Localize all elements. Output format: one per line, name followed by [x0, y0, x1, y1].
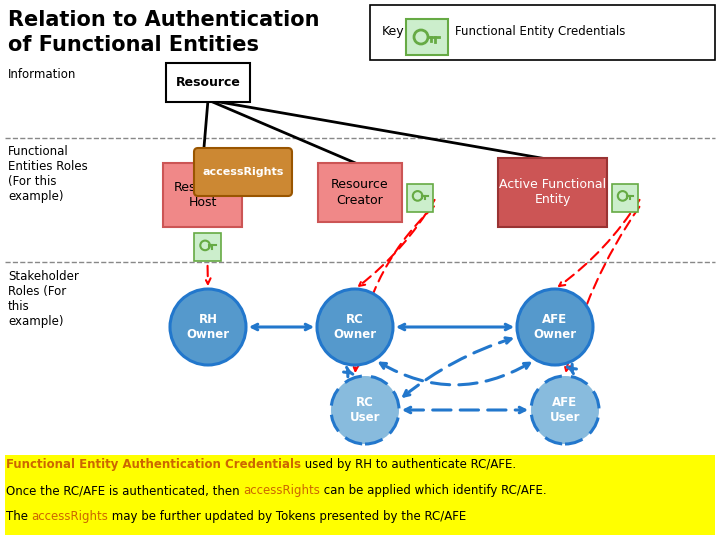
- FancyBboxPatch shape: [194, 148, 292, 196]
- Text: Stakeholder
Roles (For
this
example): Stakeholder Roles (For this example): [8, 270, 79, 328]
- Text: accessRights: accessRights: [32, 510, 109, 523]
- Circle shape: [331, 376, 399, 444]
- FancyBboxPatch shape: [318, 163, 402, 222]
- FancyBboxPatch shape: [5, 455, 715, 535]
- Text: The: The: [6, 510, 32, 523]
- Text: accessRights: accessRights: [243, 484, 320, 497]
- Text: RH
Owner: RH Owner: [186, 313, 230, 341]
- Text: Information: Information: [8, 68, 76, 81]
- Text: Relation to Authentication: Relation to Authentication: [8, 10, 320, 30]
- Text: accessRights: accessRights: [202, 167, 284, 177]
- Text: Functional Entity Credentials: Functional Entity Credentials: [455, 25, 626, 38]
- Text: AFE
User: AFE User: [550, 396, 580, 424]
- Circle shape: [517, 289, 593, 365]
- Text: Resource: Resource: [176, 76, 240, 89]
- Text: Functional
Entities Roles
(For this
example): Functional Entities Roles (For this exam…: [8, 145, 88, 203]
- Text: AFE
Owner: AFE Owner: [534, 313, 577, 341]
- Text: Resource
Creator: Resource Creator: [331, 179, 389, 206]
- Circle shape: [317, 289, 393, 365]
- FancyBboxPatch shape: [612, 184, 638, 212]
- FancyBboxPatch shape: [163, 163, 242, 227]
- Text: may be further updated by Tokens presented by the RC/AFE: may be further updated by Tokens present…: [109, 510, 467, 523]
- Text: Functional Entity Authentication Credentials: Functional Entity Authentication Credent…: [6, 458, 301, 471]
- FancyBboxPatch shape: [194, 233, 221, 261]
- Text: Active Functional
Entity: Active Functional Entity: [499, 179, 606, 206]
- FancyBboxPatch shape: [407, 184, 433, 212]
- FancyBboxPatch shape: [498, 158, 607, 227]
- Text: of Functional Entities: of Functional Entities: [8, 35, 259, 55]
- Text: RC
Owner: RC Owner: [333, 313, 377, 341]
- FancyBboxPatch shape: [406, 19, 448, 55]
- FancyBboxPatch shape: [370, 5, 715, 60]
- Text: RC
User: RC User: [350, 396, 380, 424]
- Circle shape: [170, 289, 246, 365]
- Text: used by RH to authenticate RC/AFE.: used by RH to authenticate RC/AFE.: [301, 458, 516, 471]
- Text: Resource
Host: Resource Host: [174, 181, 231, 209]
- Text: can be applied which identify RC/AFE.: can be applied which identify RC/AFE.: [320, 484, 546, 497]
- Circle shape: [531, 376, 599, 444]
- FancyBboxPatch shape: [166, 63, 250, 102]
- Text: Key: Key: [382, 25, 405, 38]
- Text: Once the RC/AFE is authenticated, then: Once the RC/AFE is authenticated, then: [6, 484, 243, 497]
